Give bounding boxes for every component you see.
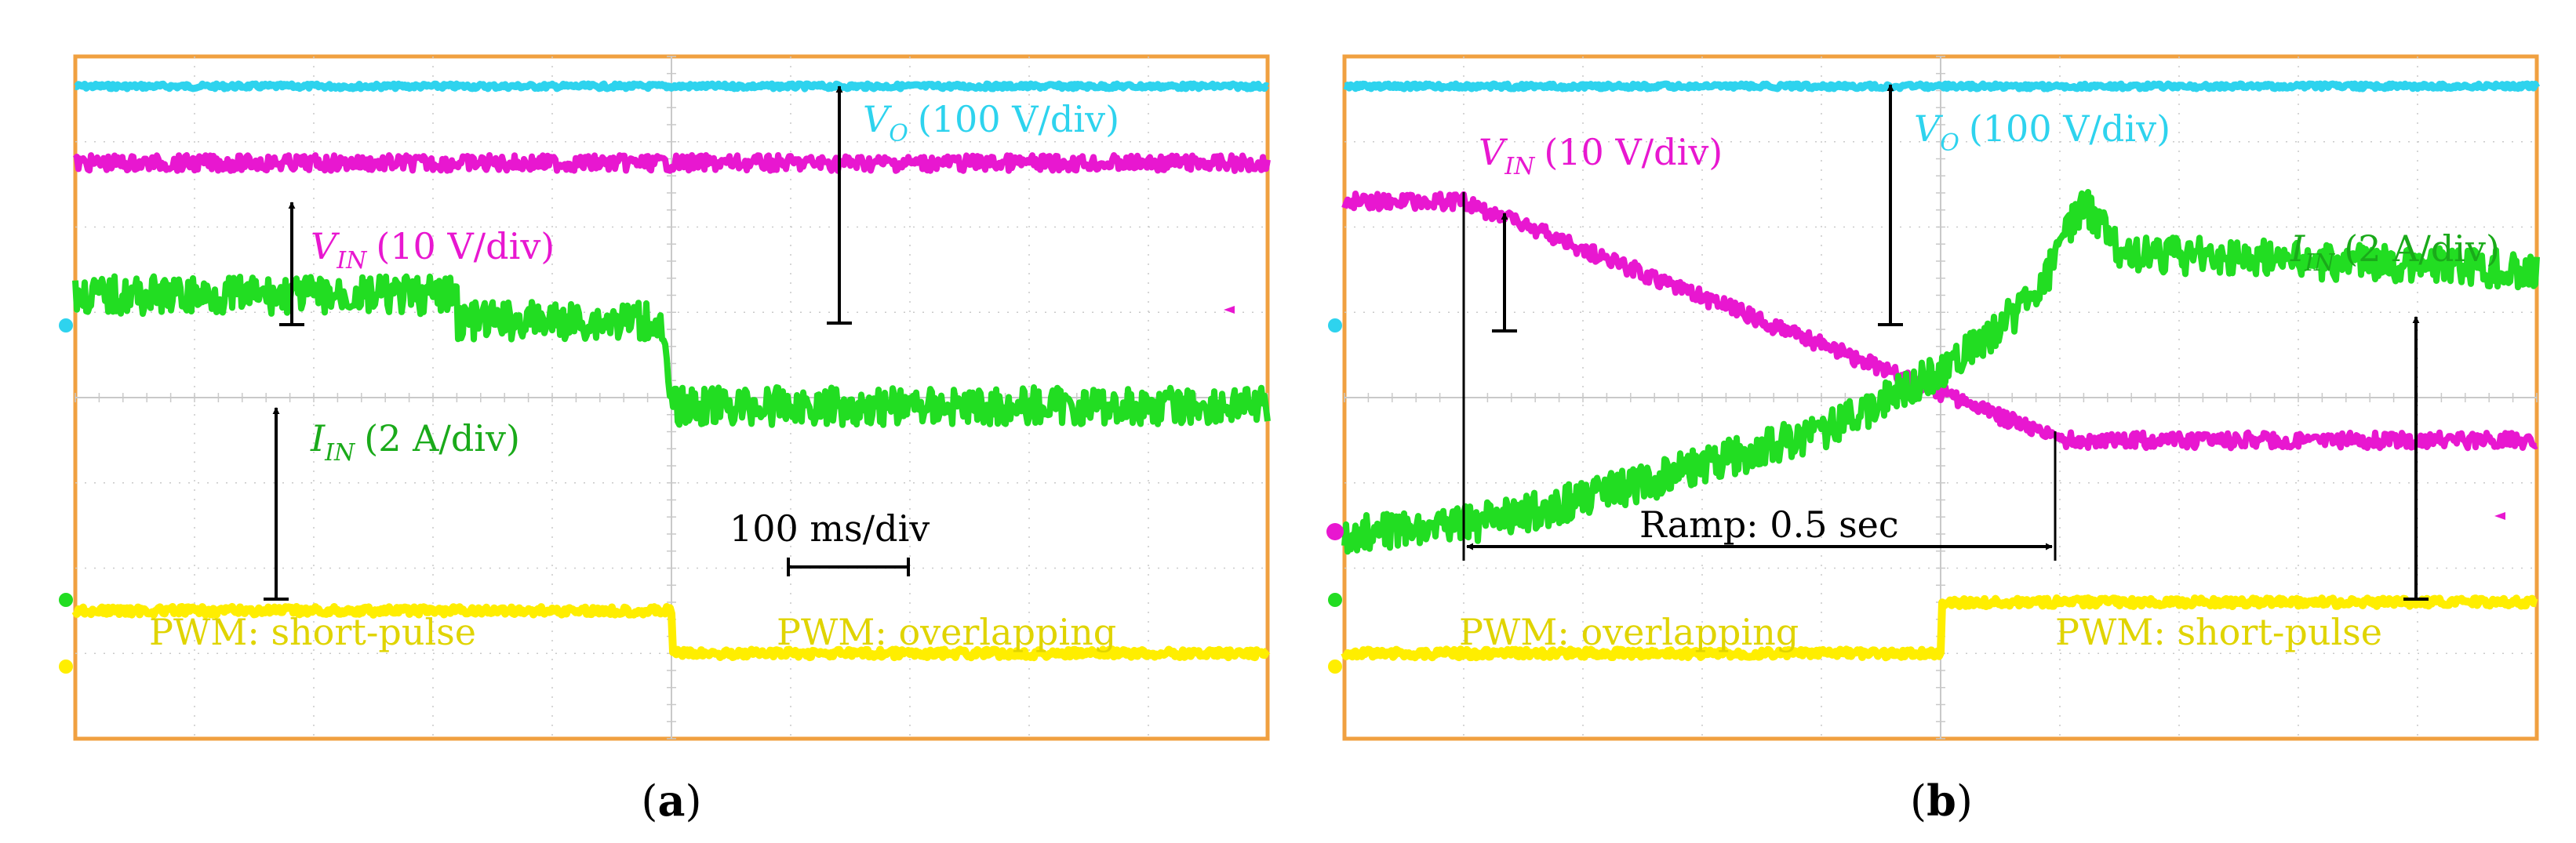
pwm-right-label-b: PWM: short-pulse <box>2055 611 2382 653</box>
trace-vin-line <box>72 152 1271 174</box>
ch4-marker-icon <box>59 593 73 607</box>
vin-label-a: VIN (10 V/div) <box>311 225 555 274</box>
ref-marker-icon <box>1224 306 1235 314</box>
ch1-marker-icon <box>59 660 73 674</box>
vin-label-b: VIN (10 V/div) <box>1479 131 1723 180</box>
panel-b: VO (100 V/div) VIN (10 V/div) IIN (2 A/div)… <box>1326 54 2541 826</box>
traces-a <box>71 80 1271 662</box>
trace-pwm-line <box>1341 594 2539 662</box>
ramp-label: Ramp: 0.5 sec <box>1639 503 1899 546</box>
pwm-left-label-a: PWM: short-pulse <box>149 611 476 653</box>
iin-label-b: IIN (2 A/div) <box>2290 227 2500 277</box>
trace-iin-line <box>72 273 1271 428</box>
trace-pwm-line <box>71 602 1271 662</box>
ch3-marker-icon <box>1326 523 1344 540</box>
trace-vin-line <box>1341 191 2538 452</box>
pwm-left-label-b: PWM: overlapping <box>1459 611 1799 653</box>
traces-b <box>1341 80 2541 662</box>
trace-vo-line <box>73 80 1270 93</box>
trace-iin-line <box>1341 189 2540 555</box>
ch2-marker-icon <box>59 318 73 332</box>
pwm-right-label-a: PWM: overlapping <box>777 611 1116 653</box>
timebase-label: 100 ms/div <box>730 507 930 550</box>
ch4-marker-icon <box>1328 593 1342 607</box>
caption-b: (b) <box>1910 776 1973 826</box>
iin-label-a: IIN (2 A/div) <box>310 417 520 467</box>
vo-label-a: VO (100 V/div) <box>863 98 1119 147</box>
caption-a: (a) <box>641 776 701 826</box>
trace-vo-line <box>1342 80 2541 93</box>
ref-marker-icon <box>2494 512 2505 520</box>
vo-label-b: VO (100 V/div) <box>1914 107 2170 157</box>
ch2-marker-icon <box>1328 318 1342 332</box>
panel-a: VO (100 V/div) VIN (10 V/div) IIN (2 A/div)… <box>59 54 1271 826</box>
ch1-marker-icon <box>1328 660 1342 674</box>
